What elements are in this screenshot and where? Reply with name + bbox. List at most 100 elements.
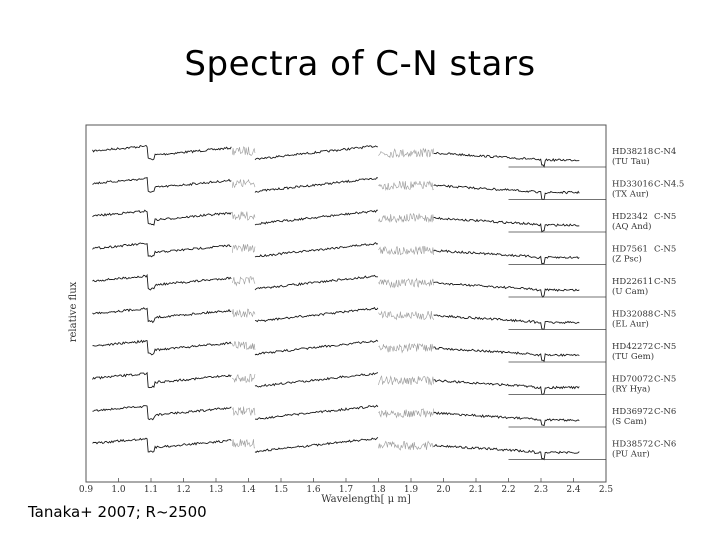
x-tick-label: 1.0 bbox=[111, 485, 126, 495]
series-alias-label: (U Cam) bbox=[612, 286, 648, 297]
spectrum-line bbox=[254, 306, 379, 323]
spectrum-line bbox=[378, 342, 434, 354]
series-type-label: C-N5 bbox=[654, 277, 676, 287]
spectrum-line bbox=[433, 216, 580, 233]
figure-caption: Tanaka+ 2007; R~2500 bbox=[28, 503, 207, 521]
spectrum-line bbox=[378, 408, 434, 419]
x-tick-label: 1.5 bbox=[274, 485, 289, 495]
x-tick-label: 0.9 bbox=[79, 485, 94, 495]
spectrum-line bbox=[433, 443, 580, 461]
spectrum-line bbox=[378, 147, 434, 159]
series-name-label: HD38572 bbox=[612, 440, 653, 450]
series-type-label: C-N4 bbox=[654, 147, 676, 157]
spectrum-line bbox=[254, 209, 378, 226]
spectrum-line bbox=[232, 406, 256, 416]
spectrum-line bbox=[92, 339, 232, 356]
spectrum-line bbox=[254, 404, 379, 421]
x-tick-label: 1.1 bbox=[144, 485, 158, 495]
spectrum-line bbox=[232, 438, 255, 449]
series-name-label: HD2342 bbox=[612, 212, 648, 222]
series-name-label: HD70072 bbox=[612, 375, 653, 385]
spectrum-line bbox=[92, 144, 232, 161]
series-alias-label: (EL Aur) bbox=[612, 319, 649, 330]
series-type-label: C-N5 bbox=[654, 212, 676, 222]
spectrum-line bbox=[92, 209, 232, 226]
series-name-label: HD36972 bbox=[612, 407, 653, 417]
spectrum-line bbox=[433, 151, 580, 168]
series-type-label: C-N4.5 bbox=[654, 180, 684, 190]
spectrum-line bbox=[254, 339, 379, 356]
spectrum-line bbox=[433, 379, 580, 396]
y-axis-label: relative flux bbox=[68, 281, 79, 342]
spectrum-line bbox=[92, 177, 232, 193]
series-name-label: HD38218 bbox=[612, 147, 653, 157]
spectrum-line bbox=[92, 371, 232, 389]
spectrum-line bbox=[378, 375, 434, 386]
spectrum-line bbox=[433, 281, 580, 298]
spectrum-line bbox=[254, 436, 379, 453]
series-alias-label: (Z Psc) bbox=[612, 254, 642, 265]
x-tick-label: 2.1 bbox=[469, 485, 483, 495]
series-alias-label: (TU Gem) bbox=[612, 351, 654, 362]
x-axis-label: Wavelength[ μ m] bbox=[321, 494, 411, 505]
x-tick-label: 2.2 bbox=[501, 485, 515, 495]
series-name-label: HD32088 bbox=[612, 310, 653, 320]
spectrum-line bbox=[433, 314, 580, 330]
x-tick-label: 1.3 bbox=[209, 485, 224, 495]
x-tick-label: 2.4 bbox=[566, 485, 581, 495]
series-alias-label: (RY Hya) bbox=[612, 384, 650, 395]
series-type-label: C-N5 bbox=[654, 310, 676, 320]
spectrum-line bbox=[433, 411, 580, 427]
series-alias-label: (PU Aur) bbox=[612, 449, 650, 460]
series-alias-label: (AQ And) bbox=[612, 221, 652, 232]
spectrum-line bbox=[232, 146, 256, 156]
x-tick-label: 1.6 bbox=[306, 485, 321, 495]
x-tick-label: 2.3 bbox=[534, 485, 549, 495]
spectrum-line bbox=[232, 373, 256, 383]
series-alias-label: (S Cam) bbox=[612, 416, 647, 427]
x-tick-label: 2.0 bbox=[436, 485, 451, 495]
x-tick-label: 1.9 bbox=[404, 485, 419, 495]
spectrum-line bbox=[254, 177, 378, 193]
spectrum-line bbox=[433, 346, 580, 363]
series-type-label: C-N6 bbox=[654, 440, 676, 450]
spectrum-line bbox=[92, 437, 232, 453]
spectrum-line bbox=[232, 276, 256, 287]
x-tick-label: 1.4 bbox=[241, 485, 256, 495]
series-type-label: C-N5 bbox=[654, 342, 676, 352]
series-type-label: C-N5 bbox=[654, 375, 676, 385]
spectrum-line bbox=[92, 307, 232, 324]
spectrum-line bbox=[232, 308, 256, 318]
spectrum-line bbox=[378, 310, 434, 321]
spectrum-line bbox=[92, 273, 232, 291]
slide-title: Spectra of C-N stars bbox=[184, 44, 536, 84]
spectrum-line bbox=[378, 245, 434, 256]
series-name-label: HD33016 bbox=[612, 180, 653, 190]
series-type-label: C-N6 bbox=[654, 407, 676, 417]
spectrum-line bbox=[254, 145, 378, 161]
spectrum-line bbox=[433, 249, 580, 265]
series-name-label: HD42272 bbox=[612, 342, 653, 352]
x-tick-label: 1.8 bbox=[371, 485, 386, 495]
x-tick-label: 1.7 bbox=[339, 485, 354, 495]
spectrum-line bbox=[254, 242, 379, 258]
spectrum-line bbox=[232, 178, 256, 189]
x-tick-label: 2.5 bbox=[599, 485, 614, 495]
spectrum-line bbox=[254, 274, 378, 291]
spectrum-line bbox=[433, 184, 580, 200]
spectrum-line bbox=[92, 242, 232, 258]
series-alias-label: (TX Aur) bbox=[612, 189, 649, 200]
x-tick-label: 1.2 bbox=[176, 485, 190, 495]
spectrum-line bbox=[232, 341, 256, 351]
series-type-label: C-N5 bbox=[654, 245, 676, 255]
spectrum-line bbox=[378, 212, 434, 224]
series-name-label: HD22611 bbox=[612, 277, 653, 287]
plot-frame bbox=[85, 124, 607, 483]
spectrum-line bbox=[378, 277, 434, 289]
series-alias-label: (TU Tau) bbox=[612, 156, 650, 167]
spectrum-line bbox=[92, 405, 232, 421]
spectrum-line bbox=[232, 244, 256, 253]
spectrum-line bbox=[254, 372, 379, 388]
series-name-label: HD7561 bbox=[612, 245, 648, 255]
spectrum-line bbox=[378, 440, 434, 451]
